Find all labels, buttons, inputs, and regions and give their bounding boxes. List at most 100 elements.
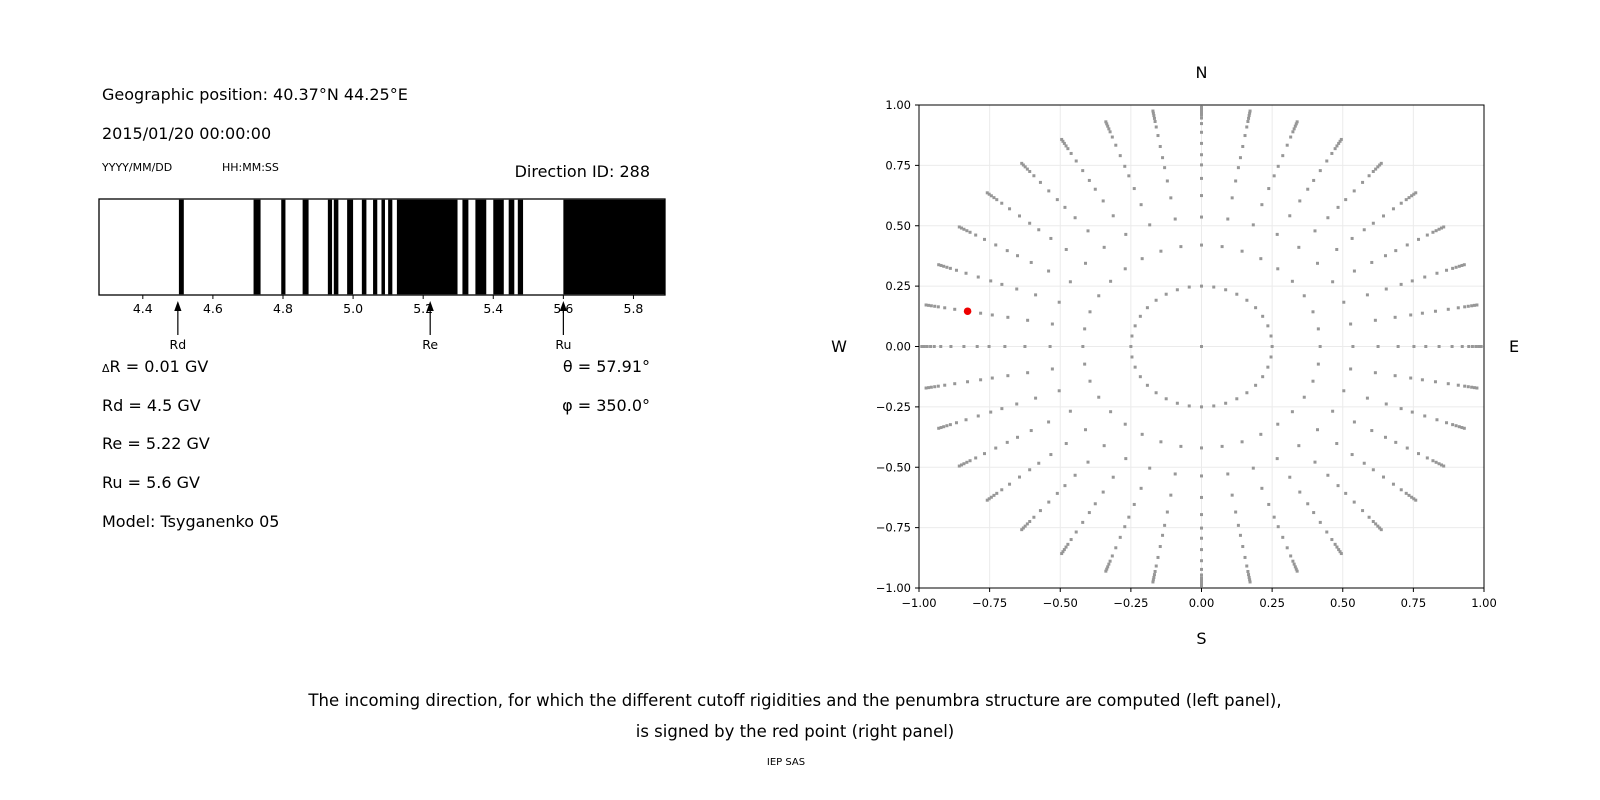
direction-dot	[1200, 141, 1203, 145]
direction-dot	[1352, 420, 1356, 424]
direction-dot	[1018, 475, 1022, 479]
direction-dot	[1047, 189, 1051, 193]
direction-dot	[1025, 167, 1029, 171]
direction-dot	[1062, 548, 1066, 552]
direction-dot	[979, 378, 983, 382]
direction-dot	[1394, 440, 1398, 444]
direction-dot	[1102, 245, 1106, 249]
direction-dot	[1158, 144, 1162, 148]
direction-dot	[1457, 264, 1461, 268]
direction-dot	[942, 425, 946, 429]
penumbra-band	[302, 199, 309, 295]
direction-dot	[939, 426, 943, 430]
direction-dot	[1241, 144, 1245, 148]
direction-dot	[1200, 559, 1203, 563]
direction-dot	[1338, 550, 1342, 554]
direction-dot	[1285, 546, 1289, 550]
direction-dot	[1272, 515, 1276, 519]
direction-dot	[1371, 169, 1375, 173]
x-tick-label: −1.00	[901, 596, 936, 610]
direction-dot	[1289, 135, 1293, 139]
direction-dot	[1337, 141, 1341, 145]
direction-dot	[1404, 198, 1408, 202]
direction-dot	[1006, 315, 1010, 319]
direction-dot	[1424, 345, 1428, 348]
direction-dot	[939, 263, 943, 267]
direction-dot	[1241, 545, 1245, 549]
direction-dot	[939, 345, 943, 348]
direction-dot	[945, 424, 949, 428]
direction-dot	[1477, 345, 1481, 348]
direction-dot	[1383, 254, 1387, 258]
direction-dot	[1370, 429, 1374, 433]
direction-dot	[1073, 216, 1077, 220]
direction-dot	[1384, 287, 1388, 291]
y-tick-label: 0.50	[885, 219, 911, 233]
direction-dot	[979, 311, 983, 315]
direction-dot	[924, 386, 928, 390]
direction-dot	[1260, 486, 1264, 490]
direction-dot	[1066, 147, 1070, 151]
direction-dot	[1234, 510, 1238, 514]
direction-dot	[1226, 472, 1230, 476]
direction-dot	[1047, 500, 1051, 504]
direction-dot	[927, 303, 931, 307]
direction-dot	[1351, 345, 1355, 348]
direction-dot	[1251, 223, 1255, 227]
direction-dot	[1410, 495, 1414, 499]
direction-dot	[1248, 580, 1252, 584]
direction-dot	[1291, 130, 1295, 134]
direction-dot	[1074, 530, 1078, 534]
direction-dot	[1240, 249, 1244, 253]
direction-dot	[1259, 257, 1263, 261]
direction-dot	[1316, 327, 1320, 331]
direction-dot	[924, 303, 928, 307]
direction-dot	[1200, 176, 1203, 180]
direction-dot	[1154, 298, 1158, 302]
direction-dot	[1163, 523, 1167, 527]
direction-dot	[1084, 428, 1088, 432]
penumbra-band	[333, 199, 339, 295]
direction-dot	[1247, 573, 1251, 577]
direction-dot	[1423, 414, 1427, 418]
direction-dot	[1393, 315, 1397, 319]
direction-dot	[1175, 288, 1179, 292]
direction-dot	[1456, 306, 1460, 310]
direction-dot	[1200, 567, 1203, 571]
direction-dot	[1200, 573, 1203, 577]
direction-dot	[1129, 345, 1133, 348]
direction-dot	[1434, 229, 1438, 233]
direction-dot	[1123, 267, 1127, 271]
direction-dot	[1399, 282, 1403, 286]
direction-dot	[1111, 475, 1115, 479]
direction-dot	[1064, 545, 1068, 549]
direction-dot	[1132, 187, 1136, 191]
direction-dot	[1200, 194, 1203, 198]
direction-dot	[1069, 151, 1073, 155]
direction-dot	[1417, 452, 1421, 456]
direction-dot	[989, 410, 993, 414]
direction-dot	[1068, 280, 1072, 284]
direction-dot	[1230, 493, 1234, 497]
direction-dot	[1064, 247, 1068, 251]
direction-dot	[1335, 247, 1339, 251]
penumbra-band	[347, 199, 354, 295]
direction-dot	[1179, 444, 1183, 448]
credit-text: IEP SAS	[766, 757, 806, 768]
direction-dot	[1000, 282, 1004, 286]
direction-dot	[1084, 261, 1088, 265]
direction-dot	[1130, 334, 1134, 338]
direction-dot	[1245, 298, 1249, 302]
direction-dot	[982, 237, 986, 241]
direction-dot	[1108, 130, 1112, 134]
direction-dot	[1236, 523, 1240, 527]
direction-dot	[1200, 548, 1203, 552]
direction-dot	[1088, 310, 1092, 314]
direction-dot	[1335, 442, 1339, 446]
direction-dot	[1333, 147, 1337, 151]
direction-dot	[1295, 569, 1299, 573]
direction-dot	[932, 345, 936, 348]
direction-dot	[1276, 525, 1280, 529]
direction-dot	[1306, 187, 1310, 191]
direction-dot	[1152, 114, 1156, 118]
